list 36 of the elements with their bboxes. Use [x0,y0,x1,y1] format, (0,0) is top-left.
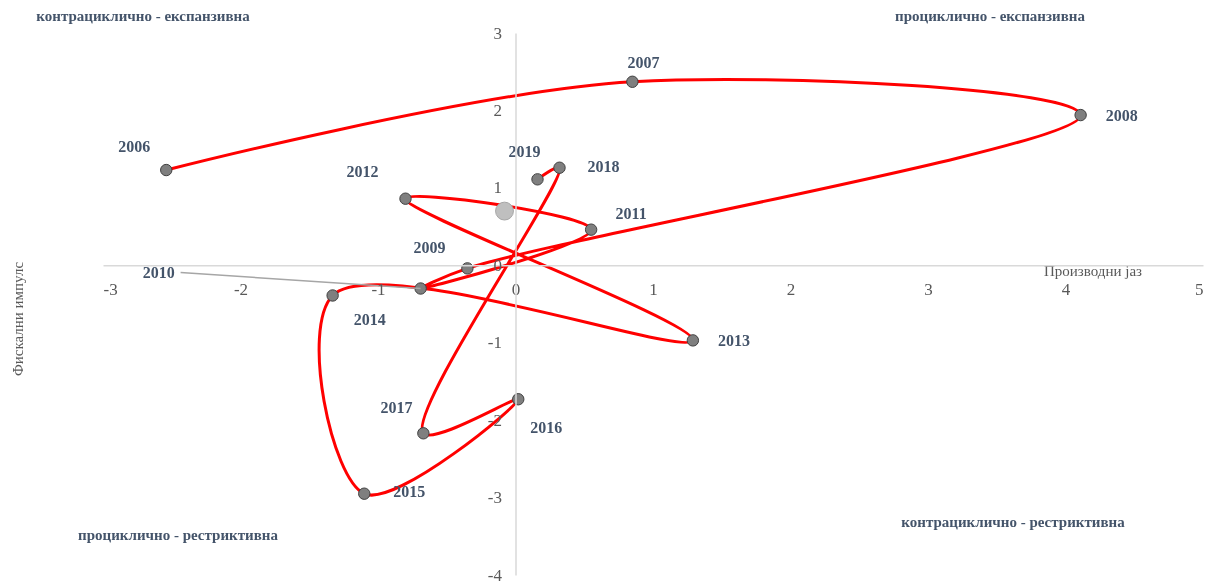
x-tick-label: -2 [233,279,249,299]
text: контрациклично - експанзивна [36,8,251,24]
x-tick-label: 0 [511,279,521,299]
x-tick-label: 1 [649,279,658,299]
x-tick-label: -3 [103,279,118,299]
x-tick-label: 5 [1195,279,1204,299]
y-tick-label: 3 [493,23,502,43]
annotation: 2008 [1105,107,1138,125]
x-tick-label: 4 [1061,279,1071,299]
annotation: 2019 [508,143,541,161]
annotation: 2016 [530,419,563,437]
y-tick-label: 2 [493,100,502,120]
y-tick-label: -1 [487,333,502,353]
x-tick-label: 2 [786,279,796,299]
annotation: 2014 [353,311,386,329]
annotation: 2015 [393,482,426,500]
annotation: 2013 [717,332,750,350]
y-tick-label: -3 [487,488,502,508]
x-axis-title: Производни јаз [1043,263,1143,280]
annotation: 2012 [346,162,379,180]
annotation: 2007 [627,53,660,71]
text: проциклично - експанзивна [895,8,1086,24]
point [495,201,514,221]
x-tick-label: -1 [371,279,386,299]
annotation: 2009 [413,239,446,257]
annotation: 2017 [380,399,413,417]
annotation: 2006 [118,138,151,156]
x-tick-label: 3 [924,279,933,299]
annotation: проциклично - рестриктивна [78,527,279,543]
annotation: 2010 [142,263,175,281]
annotation: 2018 [587,157,620,175]
text: Фискални импулс [10,261,26,377]
y-tick-label: -4 [487,565,503,582]
annotation: контрациклично - рестриктивна [901,514,1126,530]
annotation: 2011 [615,204,647,222]
y-tick-label: 1 [493,178,502,198]
